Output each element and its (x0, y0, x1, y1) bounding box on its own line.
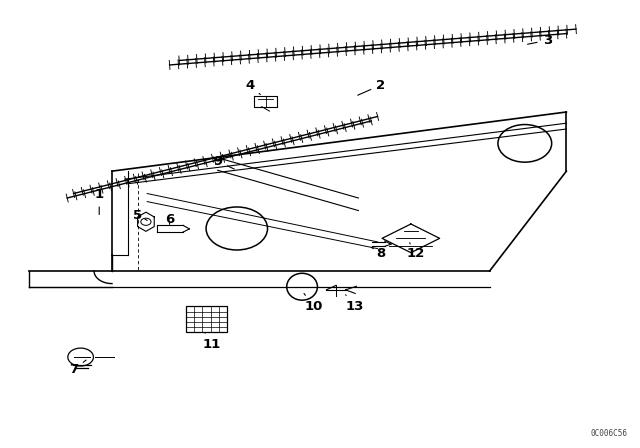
Text: 3: 3 (527, 34, 552, 47)
Text: 2: 2 (358, 78, 385, 95)
Text: 1: 1 (95, 188, 104, 215)
Text: 8: 8 (371, 246, 385, 260)
Bar (186, 306, 227, 332)
Text: 4: 4 (245, 78, 260, 95)
Text: 0C006C56: 0C006C56 (590, 429, 627, 438)
Text: 11: 11 (202, 332, 220, 352)
Text: 10: 10 (304, 293, 323, 314)
Text: 9: 9 (213, 155, 234, 169)
Text: 5: 5 (133, 208, 147, 222)
Text: 13: 13 (346, 295, 364, 314)
Text: 12: 12 (407, 243, 425, 260)
Text: 7: 7 (69, 360, 86, 376)
Text: 6: 6 (165, 213, 174, 226)
